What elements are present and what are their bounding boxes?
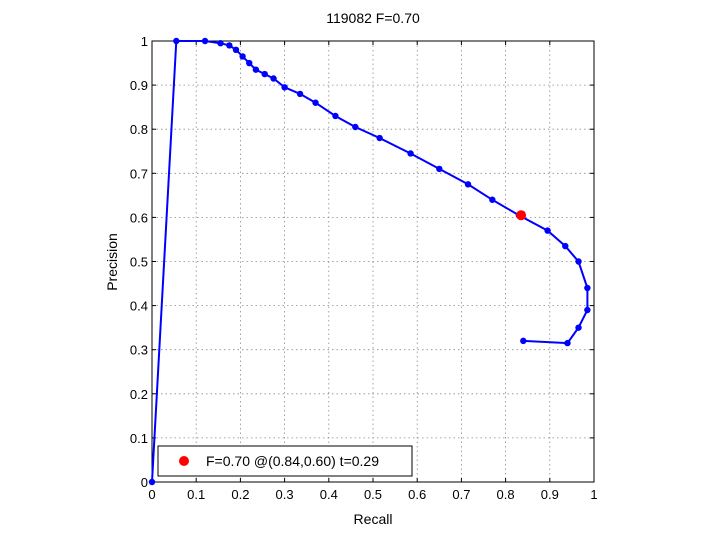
data-point [226,42,233,49]
data-point [376,134,383,142]
x-tick-label: 0.9 [541,487,559,502]
legend: F=0.70 @(0.84,0.60) t=0.29 [157,445,413,477]
legend-marker [179,456,189,466]
data-point [201,37,209,45]
data-point [270,75,277,82]
best-f-point [516,210,527,221]
x-tick-label: 0.7 [452,487,470,502]
data-point [407,150,414,157]
y-tick-label: 0.2 [130,387,148,402]
x-tick-label: 0.1 [187,487,205,502]
data-point [584,306,591,314]
x-tick-label: 1 [590,487,597,502]
axis-ticks: 0 0.1 0.2 0.3 0.4 0.5 0.6 0.7 0.8 0.9 1 0 0.1 0.2 0.3 0… [130,34,598,502]
data-point [232,46,240,54]
x-tick-label: 0.6 [408,487,426,502]
x-tick-label: 0.3 [276,487,294,502]
y-tick-label: 0 [141,475,148,490]
data-series [148,37,591,486]
data-point [252,66,260,73]
data-point [544,227,551,234]
data-point [520,337,527,345]
data-point [332,112,339,120]
x-axis-label: Recall [354,511,393,527]
grid [152,41,594,482]
data-point [261,70,268,78]
x-tick-label: 0.8 [497,487,515,502]
x-tick-label: 0.5 [364,487,382,502]
data-point [575,324,582,331]
y-tick-label: 0.4 [130,299,148,314]
data-point [464,181,472,188]
data-point [173,37,180,45]
y-tick-label: 0.1 [130,431,148,446]
y-tick-label: 0.5 [130,255,148,270]
data-point [584,284,591,292]
y-tick-label: 0.8 [130,122,148,137]
y-tick-label: 0.7 [130,166,148,181]
x-tick-label: 0.4 [320,487,338,502]
data-point [217,40,224,47]
y-tick-label: 0.9 [130,78,148,93]
chart-title: 119082 F=0.70 [326,10,420,26]
data-point [246,59,253,67]
legend-box [157,445,413,477]
data-point [239,53,246,60]
data-point [296,90,304,98]
y-axis-label: Precision [104,233,120,291]
data-point [281,84,288,91]
data-point [489,196,496,203]
data-point [436,165,443,173]
x-tick-label: 0 [148,487,155,502]
y-tick-label: 1 [141,34,148,49]
data-point [352,123,359,131]
data-point [148,478,156,486]
data-point [564,339,571,347]
y-tick-label: 0.6 [130,210,148,225]
legend-label: F=0.70 @(0.84,0.60) t=0.29 [206,453,379,469]
x-tick-label: 0.2 [231,487,249,502]
data-point [312,99,319,106]
y-tick-label: 0.3 [130,343,148,358]
data-point [562,242,569,250]
data-point [575,258,582,265]
